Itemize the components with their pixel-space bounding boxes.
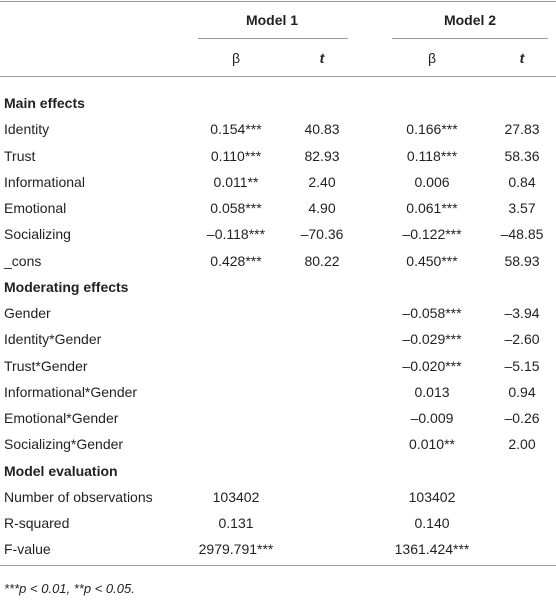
table-cell: 58.36 [504, 147, 540, 164]
table-cell: 2.40 [308, 173, 336, 190]
column-header: β [231, 50, 241, 66]
row-label: Trust*Gender [4, 357, 88, 374]
footnote: ***p < 0.01, **p < 0.05. [4, 581, 135, 596]
table-cell: 0.110*** [210, 147, 262, 164]
header-rule [0, 76, 556, 77]
table-cell: –70.36 [300, 226, 344, 243]
row-label: Emotional [4, 200, 67, 216]
row-label: Trust [4, 147, 36, 164]
table-cell: 0.140 [414, 515, 450, 531]
bottom-rule [0, 565, 556, 566]
table-cell: 0.058*** [210, 200, 262, 216]
top-rule [0, 1, 556, 2]
table-cell: 0.061*** [406, 200, 458, 216]
model-header: Model 2 [443, 12, 497, 28]
table-cell: 0.450*** [406, 252, 458, 269]
section-title: Model evaluation [4, 462, 118, 479]
section-title: Main effects [4, 95, 85, 111]
table-cell: –48.85 [500, 226, 544, 243]
table-cell: –0.26 [504, 410, 540, 426]
row-label: Identity*Gender [4, 331, 102, 348]
table-cell: 1361.424*** [394, 541, 470, 558]
column-header: t [319, 50, 325, 66]
row-label: _cons [4, 252, 42, 269]
table-cell: –0.118*** [206, 226, 266, 243]
table-cell: 103402 [408, 488, 456, 505]
table-cell: 3.57 [508, 200, 536, 216]
table-cell: –3.94 [504, 305, 540, 321]
table-cell: 103402 [212, 488, 260, 505]
table-cell: 0.131 [218, 515, 254, 531]
row-label: Number of observations [4, 488, 153, 505]
table-cell: 0.166*** [406, 121, 458, 138]
table-cell: 2.00 [508, 436, 536, 453]
table-cell: 0.118*** [406, 147, 458, 164]
table-cell: 27.83 [504, 121, 540, 138]
table-cell: 80.22 [304, 252, 340, 269]
table-cell: –0.009 [410, 410, 454, 426]
table-cell: 82.93 [304, 147, 340, 164]
table-cell: 58.93 [504, 252, 540, 269]
column-header: t [519, 50, 525, 66]
table-cell: –5.15 [504, 357, 540, 374]
table-cell: 40.83 [304, 121, 340, 138]
group-rule [198, 38, 348, 39]
table-cell: 0.154*** [210, 121, 262, 138]
table-cell: 0.011** [213, 173, 259, 190]
row-label: Socializing [4, 226, 71, 243]
table-cell: –2.60 [504, 331, 540, 348]
row-label: Informational [4, 173, 85, 190]
table-cell: 4.90 [308, 200, 336, 216]
row-label: Gender [4, 305, 51, 321]
table-cell: –0.020*** [402, 357, 462, 374]
table-cell: 0.010** [409, 436, 455, 453]
group-rule [392, 38, 548, 39]
row-label: R-squared [4, 515, 70, 531]
section-title: Moderating effects [4, 278, 129, 295]
model-header: Model 1 [245, 12, 299, 28]
table-cell: 0.006 [414, 173, 450, 190]
table-cell: 2979.791*** [198, 541, 274, 558]
row-label: Identity [4, 121, 50, 138]
table-cell: 0.013 [414, 383, 450, 400]
row-label: Informational*Gender [4, 383, 138, 400]
column-header: β [427, 50, 437, 66]
row-label: F-value [4, 541, 51, 558]
table-cell: 0.84 [508, 173, 536, 190]
table-cell: –0.058*** [402, 305, 462, 321]
table-cell: 0.94 [508, 383, 536, 400]
table-cell: 0.428*** [210, 252, 262, 269]
row-label: Socializing*Gender [4, 436, 124, 453]
table-cell: –0.122*** [402, 226, 462, 243]
row-label: Emotional*Gender [4, 410, 119, 426]
table-cell: –0.029*** [402, 331, 462, 348]
